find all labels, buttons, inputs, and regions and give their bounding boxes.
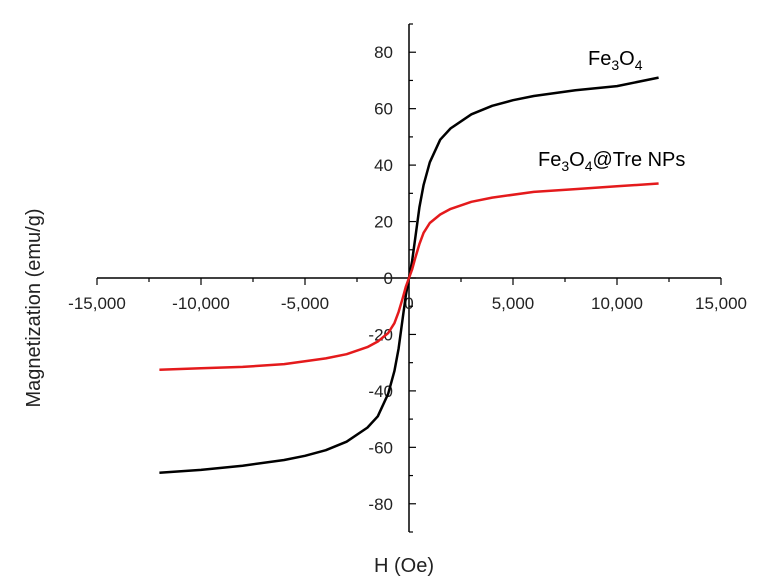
series-label-fe3o4: Fe3O4 <box>588 48 643 73</box>
x-tick-label: 0 <box>404 294 413 313</box>
x-tick-label: -5,000 <box>281 294 329 313</box>
x-tick-label: 10,000 <box>591 294 643 313</box>
series-labels: Fe3O4 Fe3O4@Tre NPs <box>538 48 685 174</box>
y-tick-label: 40 <box>374 156 393 175</box>
y-tick-label: -60 <box>368 438 393 457</box>
x-tick-label: 5,000 <box>492 294 535 313</box>
x-ticks: -15,000 -10,000 -5,000 0 5,000 10,000 15,000 <box>68 278 747 313</box>
y-axis-title: Magnetization (emu/g) <box>23 209 45 408</box>
x-tick-label: -10,000 <box>172 294 230 313</box>
y-tick-label: 0 <box>384 269 393 288</box>
series-line-fe3o4-tre-nps <box>159 182 659 371</box>
x-tick-label: -15,000 <box>68 294 126 313</box>
y-tick-label: 80 <box>374 43 393 62</box>
y-tick-label: -80 <box>368 495 393 514</box>
series-label-fe3o4-tre-nps: Fe3O4@Tre NPs <box>538 149 685 174</box>
x-tick-label: 15,000 <box>695 294 747 313</box>
y-tick-label: -20 <box>368 325 393 344</box>
y-tick-label: 60 <box>374 100 393 119</box>
y-tick-label: 20 <box>374 213 393 232</box>
x-axis-title: H (Oe) <box>374 555 434 577</box>
series-layer <box>159 76 659 474</box>
